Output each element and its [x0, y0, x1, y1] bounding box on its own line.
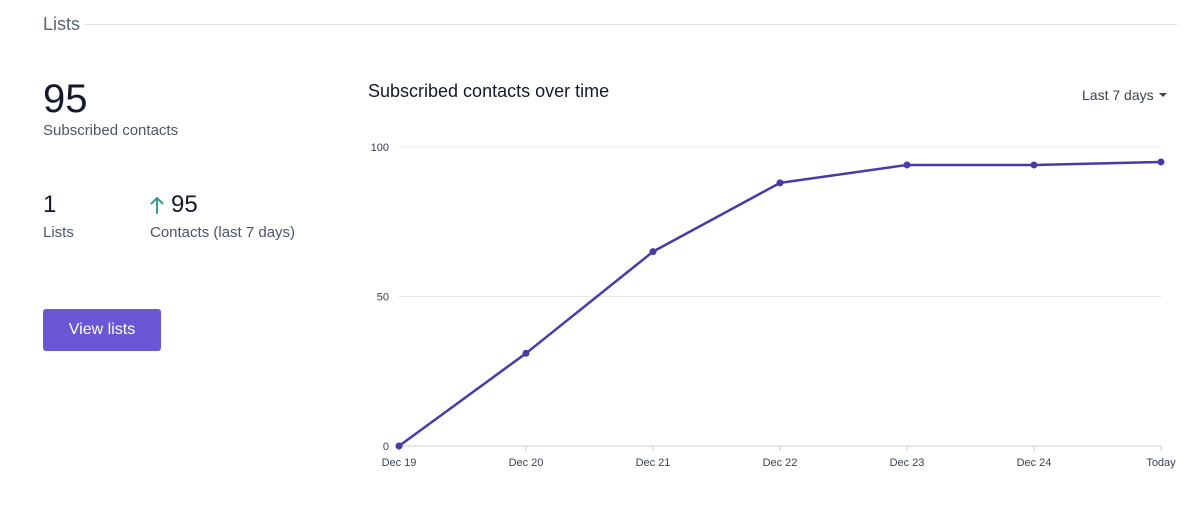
x-tick-label: Dec 24 — [1017, 457, 1052, 469]
up-arrow-icon — [150, 197, 164, 214]
x-tick-label: Dec 21 — [636, 457, 671, 469]
y-tick-label: 0 — [383, 441, 389, 453]
date-range-dropdown[interactable]: Last 7 days — [1082, 85, 1167, 105]
data-point — [1030, 161, 1038, 169]
subscribed-contacts-value: 95 — [43, 77, 88, 121]
data-point — [1157, 158, 1165, 166]
x-tick-label: Dec 23 — [890, 457, 925, 469]
x-tick-label: Dec 20 — [509, 457, 544, 469]
y-tick-label: 100 — [371, 142, 389, 154]
data-point — [649, 248, 657, 256]
data-point — [395, 442, 403, 450]
data-point — [776, 179, 784, 187]
data-point — [522, 349, 530, 357]
y-tick-label: 50 — [377, 292, 389, 304]
section-divider — [85, 24, 1177, 25]
lists-count-label: Lists — [43, 224, 74, 241]
section-header: Lists — [43, 12, 1177, 36]
contacts-trend-label: Contacts (last 7 days) — [150, 224, 296, 241]
x-tick-label: Dec 19 — [382, 457, 417, 469]
data-point — [903, 161, 911, 169]
x-tick-label: Dec 22 — [763, 457, 798, 469]
x-tick-label: Today — [1146, 457, 1176, 469]
chart-title: Subscribed contacts over time — [368, 81, 610, 101]
date-range-label: Last 7 days — [1082, 87, 1154, 103]
contacts-trend: 95 — [149, 190, 198, 220]
lists-count-value: 1 — [43, 191, 57, 218]
subscribed-contacts-label: Subscribed contacts — [43, 122, 179, 139]
series-line — [397, 160, 1163, 448]
section-title: Lists — [43, 14, 81, 34]
subscribed-contacts-chart: 0 50 100 Dec 19 Dec 20 Dec 21 Dec 22 Dec 23 Dec … — [371, 142, 1177, 469]
caret-down-icon — [1158, 93, 1167, 97]
view-lists-button[interactable]: View lists — [43, 309, 161, 351]
contacts-trend-value: 95 — [171, 191, 198, 218]
